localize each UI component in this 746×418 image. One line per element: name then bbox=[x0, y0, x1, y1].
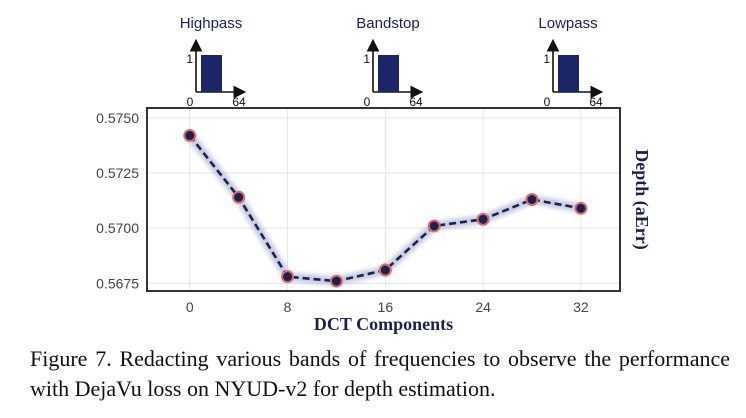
data-point bbox=[574, 201, 588, 215]
filter-inset-stop: Bandstop 1 0 64 bbox=[356, 15, 424, 109]
figure: Highpass 1 0 64 Bandstop 1 0 64 Lowpass 1 0 64 0.56… bbox=[96, 15, 652, 334]
filter-band bbox=[558, 55, 579, 92]
data-point bbox=[232, 190, 246, 204]
filter-inset-low: Lowpass 1 0 64 bbox=[538, 15, 604, 109]
filter-x-start: 0 bbox=[544, 95, 551, 109]
data-point bbox=[281, 270, 295, 284]
plot-frame bbox=[146, 107, 621, 292]
filter-x-end: 64 bbox=[409, 95, 423, 109]
x-tick-label: 8 bbox=[284, 299, 292, 315]
y-axis: 0.5675 0.5700 0.5725 0.5750 bbox=[96, 110, 139, 291]
series-line bbox=[188, 134, 582, 283]
data-point bbox=[525, 193, 539, 206]
filter-y-label: 1 bbox=[543, 52, 550, 66]
filter-x-end: 64 bbox=[232, 95, 246, 109]
filter-title: Bandstop bbox=[356, 15, 419, 32]
filter-title: Highpass bbox=[180, 15, 243, 32]
data-points bbox=[183, 129, 588, 288]
filter-x-start: 0 bbox=[187, 95, 194, 109]
x-axis-label: DCT Components bbox=[314, 314, 453, 334]
filter-inset-high: Highpass 1 0 64 bbox=[180, 15, 247, 109]
y-tick-label: 0.5750 bbox=[96, 110, 139, 126]
line-chart: 0.5675 0.5700 0.5725 0.5750 0 8 16 24 32 DCT Co… bbox=[96, 107, 652, 334]
data-point bbox=[378, 263, 392, 277]
data-point bbox=[329, 274, 343, 288]
x-axis: 0 8 16 24 32 bbox=[186, 299, 589, 315]
filter-x-end: 64 bbox=[589, 95, 603, 109]
y-axis-label: Depth (aErr) bbox=[631, 149, 652, 249]
filter-band bbox=[378, 55, 399, 92]
filter-x-start: 0 bbox=[364, 95, 371, 109]
x-tick-label: 16 bbox=[378, 299, 394, 315]
filter-y-label: 1 bbox=[363, 52, 370, 66]
data-point bbox=[476, 212, 490, 226]
y-tick-label: 0.5700 bbox=[96, 220, 139, 236]
filter-y-label: 1 bbox=[186, 52, 193, 66]
figure-caption: Figure 7. Redacting various bands of fre… bbox=[30, 346, 730, 401]
y-tick-label: 0.5725 bbox=[96, 165, 139, 181]
gridlines bbox=[147, 108, 620, 291]
filter-title: Lowpass bbox=[538, 15, 597, 32]
data-point bbox=[427, 219, 441, 233]
filter-insets: Highpass 1 0 64 Bandstop 1 0 64 Lowpass 1 0 64 bbox=[180, 15, 604, 109]
x-tick-label: 32 bbox=[573, 299, 589, 315]
filter-band bbox=[201, 55, 222, 92]
x-tick-label: 0 bbox=[186, 299, 194, 315]
x-tick-label: 24 bbox=[475, 299, 491, 315]
data-point bbox=[183, 129, 197, 143]
y-tick-label: 0.5675 bbox=[96, 275, 139, 291]
